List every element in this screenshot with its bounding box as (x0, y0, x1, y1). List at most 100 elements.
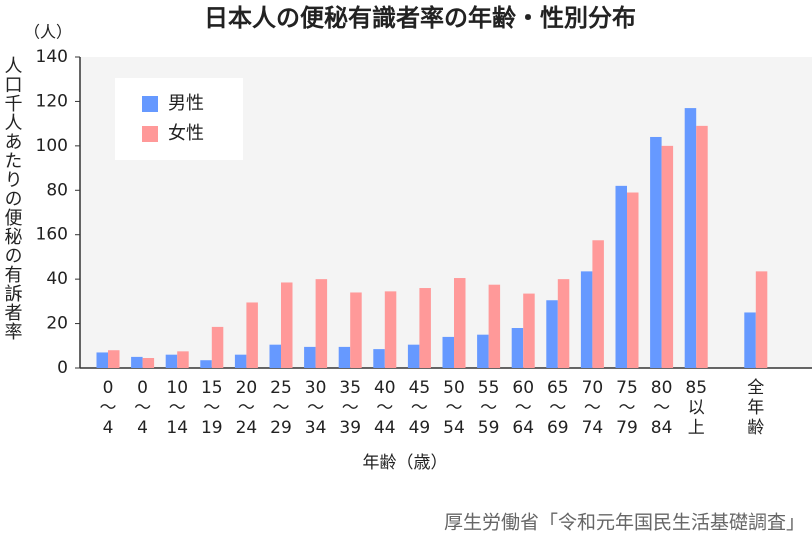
x-tick-label: 50 (443, 378, 465, 398)
bar (304, 346, 316, 368)
bar (142, 358, 155, 368)
bar (684, 108, 697, 368)
x-tick-label: ～ (446, 398, 463, 418)
x-tick-label: 84 (651, 418, 673, 438)
x-tick-label: 54 (443, 418, 465, 438)
y-unit: （人） (24, 23, 72, 42)
bar (454, 278, 466, 368)
x-tick-label: 75 (616, 378, 638, 398)
bar (108, 350, 120, 368)
x-tick-label: ～ (619, 398, 636, 418)
bar (523, 293, 535, 368)
x-tick-label: 80 (651, 378, 673, 398)
x-tick-label: ～ (653, 398, 670, 418)
x-tick-label: 上 (688, 418, 705, 438)
x-tick-label: 69 (547, 418, 569, 438)
bar (373, 349, 385, 368)
x-tick-label: 40 (374, 378, 396, 398)
x-tick-label: ～ (134, 398, 151, 418)
x-tick-label: 55 (478, 378, 500, 398)
x-tick-label: 70 (582, 378, 604, 398)
x-tick-label: ～ (273, 398, 290, 418)
x-tick-label: 30 (305, 378, 327, 398)
y-tick-label: 0 (57, 358, 68, 378)
x-tick-label: 29 (270, 418, 292, 438)
x-tick-label: ～ (376, 398, 393, 418)
x-tick-label: 49 (409, 418, 431, 438)
bar (419, 288, 431, 368)
x-tick-label: 19 (201, 418, 223, 438)
x-tick-label: 39 (339, 418, 361, 438)
x-tick-label: ～ (584, 398, 601, 418)
x-tick-label: ～ (480, 398, 497, 418)
bar (650, 136, 662, 368)
legend-label: 男性 (168, 93, 204, 114)
x-tick-label: 60 (512, 378, 534, 398)
bar (615, 185, 627, 368)
x-tick-label: 0 (137, 378, 148, 398)
bar (407, 344, 420, 368)
x-tick-label: 64 (512, 418, 534, 438)
bar (511, 328, 524, 368)
y-axis-title: 人口千人あたりの便秘の有訴者率 (2, 56, 23, 341)
bar (477, 334, 489, 368)
x-tick-label: 14 (166, 418, 188, 438)
bar (315, 279, 328, 368)
x-tick-label: ～ (515, 398, 532, 418)
bar (546, 300, 558, 368)
x-tick-label: 45 (409, 378, 431, 398)
x-tick-label: 年 (747, 398, 764, 418)
bar (755, 271, 768, 368)
bar (200, 360, 212, 368)
x-tick-label: 20 (236, 378, 258, 398)
x-tick-label: 0 (103, 378, 114, 398)
x-tick-label: ～ (100, 398, 117, 418)
y-tick-label: 140 (36, 47, 68, 67)
x-tick-label: 85 (685, 378, 707, 398)
x-tick-label: 4 (137, 418, 148, 438)
bar (96, 352, 108, 368)
x-tick-label: ～ (549, 398, 566, 418)
y-tick-label: 40 (46, 269, 68, 289)
x-tick-label: 全 (747, 378, 764, 398)
bar (592, 240, 604, 368)
bar (580, 271, 593, 368)
y-tick-label: 120 (36, 91, 68, 111)
y-tick-label: 80 (46, 180, 68, 200)
x-tick-label: 4 (103, 418, 114, 438)
x-tick-label: 15 (201, 378, 223, 398)
bar (281, 282, 293, 368)
x-tick-label: 24 (236, 418, 258, 438)
bar (350, 292, 362, 368)
legend (115, 78, 243, 160)
x-tick-label: ～ (411, 398, 428, 418)
bar (246, 302, 258, 368)
bar (131, 356, 143, 368)
x-tick-label: ～ (203, 398, 220, 418)
x-tick-label: 以 (688, 398, 705, 418)
bar (442, 336, 454, 368)
x-tick-label: ～ (238, 398, 255, 418)
bar (269, 344, 281, 368)
legend-swatch (142, 96, 158, 112)
bar (165, 354, 178, 368)
x-tick-label: 44 (374, 418, 396, 438)
x-tick-label: 74 (582, 418, 604, 438)
bar (744, 312, 756, 368)
bar (557, 279, 570, 368)
x-tick-label: 79 (616, 418, 638, 438)
x-axis-title: 年齢（歳） (363, 453, 448, 473)
bar (338, 346, 351, 368)
legend-label: 女性 (168, 123, 204, 144)
bar (661, 145, 674, 368)
bar (488, 284, 501, 368)
bar (211, 326, 224, 368)
bar (177, 351, 189, 368)
bar (384, 291, 397, 368)
x-tick-label: ～ (169, 398, 186, 418)
x-tick-label: 59 (478, 418, 500, 438)
x-tick-label: 10 (166, 378, 188, 398)
chart-title: 日本人の便秘有識者率の年齢・性別分布 (204, 4, 636, 32)
bar (696, 125, 708, 368)
